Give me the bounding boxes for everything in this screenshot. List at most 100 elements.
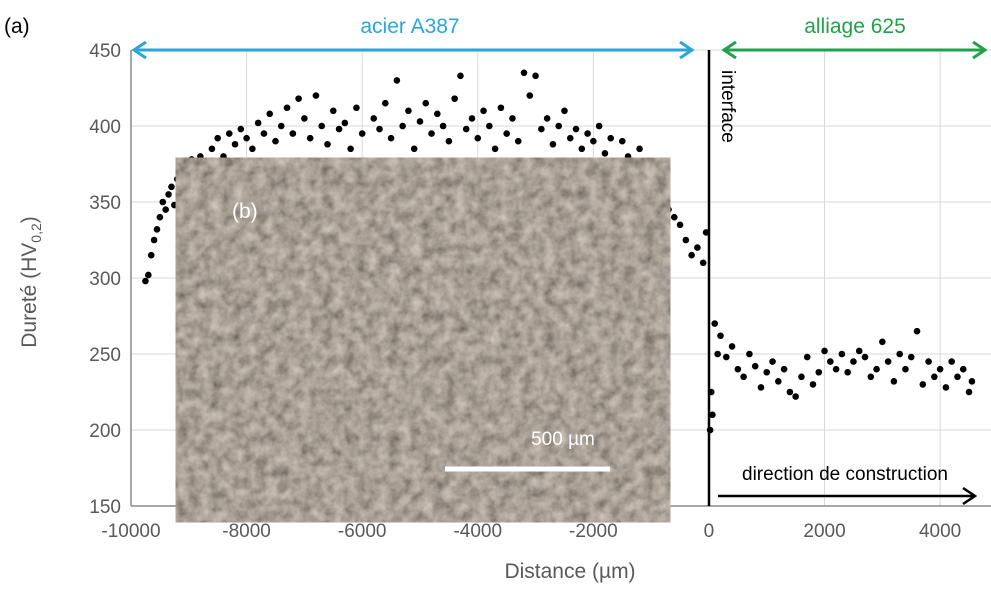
point — [171, 201, 178, 209]
point — [803, 353, 811, 361]
point — [913, 327, 921, 335]
point — [936, 365, 944, 373]
point — [520, 69, 528, 77]
point — [237, 125, 245, 133]
y-label-sub: 0,2 — [28, 223, 44, 243]
point — [855, 347, 863, 355]
point — [786, 388, 794, 396]
point — [722, 353, 730, 361]
point — [827, 358, 834, 365]
point — [647, 168, 655, 175]
point — [832, 365, 840, 373]
point — [769, 358, 776, 365]
scale-bar-label: 500 µm — [531, 429, 595, 450]
direction-label: direction de construction — [742, 464, 948, 485]
point — [590, 137, 597, 145]
point — [168, 183, 175, 191]
point — [954, 373, 961, 381]
point — [341, 119, 349, 127]
point — [462, 125, 470, 133]
inset-label: (b) — [232, 200, 258, 223]
point — [277, 122, 285, 130]
point — [410, 145, 418, 153]
x-tick-label: -8000 — [222, 521, 271, 542]
point — [659, 198, 667, 206]
point — [243, 134, 250, 142]
point — [179, 180, 187, 188]
point — [699, 259, 707, 267]
point — [676, 221, 684, 229]
point — [630, 165, 638, 172]
point — [538, 125, 545, 133]
point — [451, 95, 458, 102]
point — [188, 156, 195, 163]
point — [555, 122, 562, 130]
point — [711, 320, 719, 327]
x-tick-label: 2000 — [803, 521, 845, 542]
y-tick-label: 200 — [89, 421, 121, 442]
point — [688, 251, 695, 259]
point — [682, 236, 690, 244]
point — [838, 350, 846, 358]
direction-arrow — [718, 486, 978, 506]
point — [896, 350, 903, 358]
point — [709, 411, 716, 419]
point — [907, 353, 915, 361]
point — [249, 145, 256, 153]
point — [624, 153, 632, 160]
point — [728, 343, 736, 350]
point — [670, 213, 678, 221]
point — [173, 175, 181, 183]
point — [751, 362, 759, 370]
point — [775, 378, 782, 385]
point — [549, 140, 557, 148]
point — [399, 122, 406, 130]
point — [792, 393, 799, 400]
point — [335, 125, 343, 133]
y-tick-label: 300 — [89, 269, 121, 290]
right-arrow — [721, 40, 988, 60]
point — [312, 92, 320, 99]
point — [607, 134, 615, 142]
point — [468, 115, 476, 122]
point — [176, 168, 184, 175]
point — [925, 358, 932, 365]
point — [532, 72, 539, 80]
point — [474, 134, 482, 142]
point — [382, 99, 389, 107]
point — [353, 104, 360, 112]
point — [636, 145, 643, 153]
point — [358, 130, 366, 137]
point — [566, 134, 574, 142]
point — [948, 358, 955, 365]
point — [780, 365, 788, 373]
point — [815, 368, 823, 376]
points — [142, 69, 976, 434]
y-tick-label: 150 — [89, 497, 121, 518]
y-label-main: Dureté (HV — [18, 243, 41, 348]
point — [254, 119, 262, 127]
point — [457, 72, 464, 80]
point — [486, 122, 493, 130]
point — [884, 358, 892, 365]
point — [165, 191, 172, 198]
point — [416, 118, 424, 125]
point — [613, 160, 620, 168]
point — [153, 226, 161, 233]
point — [561, 107, 568, 115]
point — [405, 107, 412, 115]
x-tick-label: -6000 — [338, 521, 387, 542]
x-tick-label: -2000 — [569, 521, 618, 542]
point — [370, 115, 378, 122]
point — [694, 244, 701, 251]
point — [428, 130, 435, 137]
y-tick-label: 450 — [89, 41, 121, 62]
point — [159, 198, 167, 206]
y-axis-label: Dureté (HV0,2) — [18, 216, 44, 348]
inset: 500 µm (b) — [217, 188, 629, 492]
point — [150, 236, 158, 244]
x-tick-label: 4000 — [919, 521, 961, 542]
point — [318, 122, 326, 130]
point — [968, 378, 976, 385]
point — [844, 368, 851, 376]
